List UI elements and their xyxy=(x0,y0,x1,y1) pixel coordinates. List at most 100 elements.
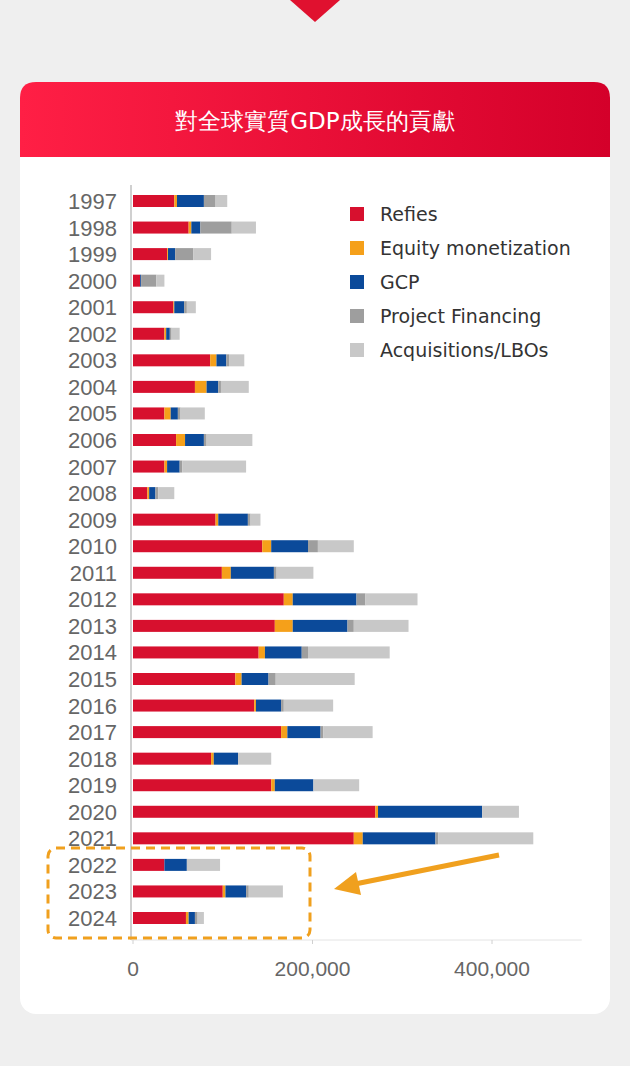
bar-segment xyxy=(438,832,533,844)
bar-segment xyxy=(133,301,173,313)
bar-segment xyxy=(221,381,249,393)
bar-segment xyxy=(256,700,281,712)
bar-segment xyxy=(185,434,204,446)
bar-segment xyxy=(231,567,274,579)
bar-segment xyxy=(133,620,275,632)
category-label: 2023 xyxy=(68,879,117,904)
bar-segment xyxy=(482,806,519,818)
bar-segment xyxy=(348,620,354,632)
bar-segment xyxy=(281,700,284,712)
bar-segment xyxy=(133,381,195,393)
bar-segment xyxy=(214,753,238,765)
x-tick xyxy=(492,940,493,944)
bar-segment xyxy=(133,673,235,685)
bar-segment xyxy=(133,700,254,712)
bar-segment xyxy=(293,593,357,605)
category-label: 2008 xyxy=(68,481,117,506)
legend-swatch xyxy=(350,275,364,289)
bar-segment xyxy=(176,434,185,446)
x-tick xyxy=(133,940,134,944)
category-label: 2004 xyxy=(68,375,117,400)
bar-segment xyxy=(187,859,220,871)
bar-segment xyxy=(181,407,205,419)
x-tick-label: 0 xyxy=(127,957,139,980)
bar-segment xyxy=(155,487,158,499)
bar-segment xyxy=(207,434,253,446)
category-label: 2001 xyxy=(68,295,117,320)
bar-segment xyxy=(172,328,180,340)
bar-segment xyxy=(232,222,256,234)
bar-segment xyxy=(133,275,140,287)
bar-segment xyxy=(229,354,244,366)
category-label: 2017 xyxy=(68,720,117,745)
bar-segment xyxy=(246,885,249,897)
category-label: 2013 xyxy=(68,614,117,639)
bar-segment xyxy=(170,328,172,340)
bar-segment xyxy=(133,859,164,871)
bar-segment xyxy=(216,514,219,526)
pointer xyxy=(290,0,340,22)
bar-segment xyxy=(356,593,365,605)
category-label: 2014 xyxy=(68,640,117,665)
arrow-shaft xyxy=(355,855,499,884)
bar-segment xyxy=(174,301,184,313)
category-label: 2020 xyxy=(68,800,117,825)
bar-segment xyxy=(147,487,149,499)
bar-segment xyxy=(133,779,271,791)
bar-segment xyxy=(277,567,314,579)
bar-segment xyxy=(271,540,308,552)
bar-segment xyxy=(175,248,193,260)
bar-segment xyxy=(141,275,156,287)
category-label: 2012 xyxy=(68,587,117,612)
bar-segment xyxy=(363,832,436,844)
bar-segment xyxy=(133,646,259,658)
x-tick-label: 200,000 xyxy=(275,957,351,980)
category-label: 2002 xyxy=(68,322,117,347)
bar-segment xyxy=(274,567,277,579)
bar-segment xyxy=(164,407,170,419)
bar-segment xyxy=(242,673,269,685)
bar-segment xyxy=(211,753,214,765)
bar-segment xyxy=(308,646,390,658)
legend-label: Equity monetization xyxy=(380,237,571,259)
bar-segment xyxy=(133,885,223,897)
bar-segment xyxy=(223,885,226,897)
category-label: 2005 xyxy=(68,401,117,426)
bar-segment xyxy=(318,540,354,552)
bar-segment xyxy=(189,912,195,924)
highlight-box xyxy=(48,848,310,938)
category-label: 2019 xyxy=(68,773,117,798)
bar-segment xyxy=(271,779,275,791)
category-label: 1999 xyxy=(68,242,117,267)
legend-swatch xyxy=(350,309,364,323)
bar-segment xyxy=(133,328,164,340)
bar-segment xyxy=(262,540,271,552)
bar-segment xyxy=(158,487,174,499)
category-label: 2010 xyxy=(68,534,117,559)
category-label: 1997 xyxy=(68,189,117,214)
bar-segment xyxy=(164,461,167,473)
bar-segment xyxy=(180,461,183,473)
legend-label: Refies xyxy=(380,203,438,225)
x-axis xyxy=(131,940,582,941)
bar-segment xyxy=(167,461,180,473)
bar-segment xyxy=(174,195,177,207)
bar-segment xyxy=(275,779,314,791)
bar-segment xyxy=(284,700,333,712)
bar-segment xyxy=(191,222,200,234)
bar-segment xyxy=(254,700,256,712)
bar-segment xyxy=(269,673,276,685)
bar-segment xyxy=(133,222,189,234)
bar-segment xyxy=(251,514,261,526)
bar-segment xyxy=(222,567,231,579)
bar-segment xyxy=(133,726,281,738)
legend-swatch xyxy=(350,343,364,357)
legend-label: Acquisitions/LBOs xyxy=(380,339,549,361)
bar-segment xyxy=(133,832,354,844)
card xyxy=(20,82,610,1014)
bar-segment xyxy=(207,381,219,393)
bar-segment xyxy=(265,646,302,658)
bar-segment xyxy=(195,912,198,924)
category-label: 2015 xyxy=(68,667,117,692)
bar-segment xyxy=(302,646,308,658)
